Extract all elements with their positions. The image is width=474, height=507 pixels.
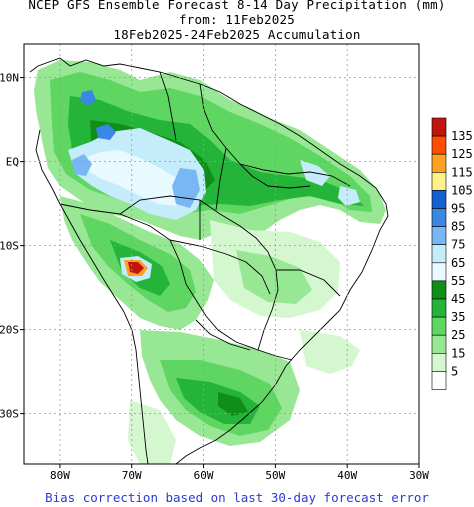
legend-swatch <box>431 371 447 390</box>
legend-label: 45 <box>451 292 465 306</box>
map-plot-area <box>24 44 419 464</box>
legend-swatch <box>431 352 447 372</box>
legend-swatch <box>431 117 447 137</box>
legend-swatch <box>431 280 447 300</box>
legend-label: 115 <box>451 165 473 179</box>
legend-swatch <box>431 190 447 209</box>
legend-label: 55 <box>451 274 465 288</box>
precip-legend: 135 125 115 105 95 85 75 65 55 45 35 25 15 5 <box>431 117 473 390</box>
precip-shading <box>34 60 386 464</box>
forecast-init-date: from: 11Feb2025 <box>179 12 295 27</box>
lon-tick-label: 30W <box>409 469 429 482</box>
country-borders <box>29 57 389 464</box>
legend-label: 65 <box>451 256 465 270</box>
legend-label: 135 <box>451 129 473 143</box>
legend-swatch <box>431 135 447 155</box>
lat-tick-label: EQ <box>6 156 19 169</box>
lon-tick-label: 50W <box>265 469 285 482</box>
legend-swatch <box>431 262 447 282</box>
legend-label: 25 <box>451 328 465 342</box>
lon-tick-label: 60W <box>194 469 214 482</box>
legend-swatch <box>431 153 447 173</box>
legend-swatch <box>431 334 447 354</box>
lon-tick-label: 70W <box>122 469 142 482</box>
lat-tick-label: 30S <box>0 408 19 421</box>
legend-swatch <box>431 316 447 336</box>
legend-label: 95 <box>451 202 465 216</box>
legend-swatch <box>431 208 447 227</box>
legend-label: 5 <box>451 364 458 378</box>
legend-label: 15 <box>451 346 465 360</box>
lat-tick-label: 10S <box>0 240 19 253</box>
lon-tick-label: 40W <box>337 469 357 482</box>
lon-tick-label: 80W <box>50 469 70 482</box>
legend-swatch <box>431 226 447 246</box>
legend-label: 125 <box>451 147 473 161</box>
accumulation-period: 18Feb2025-24Feb2025 Accumulation <box>113 27 361 42</box>
legend-swatch <box>431 244 447 264</box>
legend-label: 75 <box>451 238 465 252</box>
legend-label: 105 <box>451 183 473 197</box>
map-title: NCEP GFS Ensemble Forecast 8-14 Day Prec… <box>28 0 446 12</box>
legend-label: 85 <box>451 220 465 234</box>
bias-correction-note: Bias correction based on last 30-day for… <box>45 490 429 505</box>
legend-swatch <box>431 172 447 191</box>
legend-label: 35 <box>451 310 465 324</box>
lat-tick-label: 20S <box>0 324 19 337</box>
axis-ticks: 10N EQ 10S 20S 30S 80W 70W 60W 50W 40W 30W <box>0 72 429 482</box>
gridlines <box>24 44 419 464</box>
legend-swatch <box>431 298 447 318</box>
map-frame <box>23 43 420 465</box>
lat-tick-label: 10N <box>0 72 19 85</box>
